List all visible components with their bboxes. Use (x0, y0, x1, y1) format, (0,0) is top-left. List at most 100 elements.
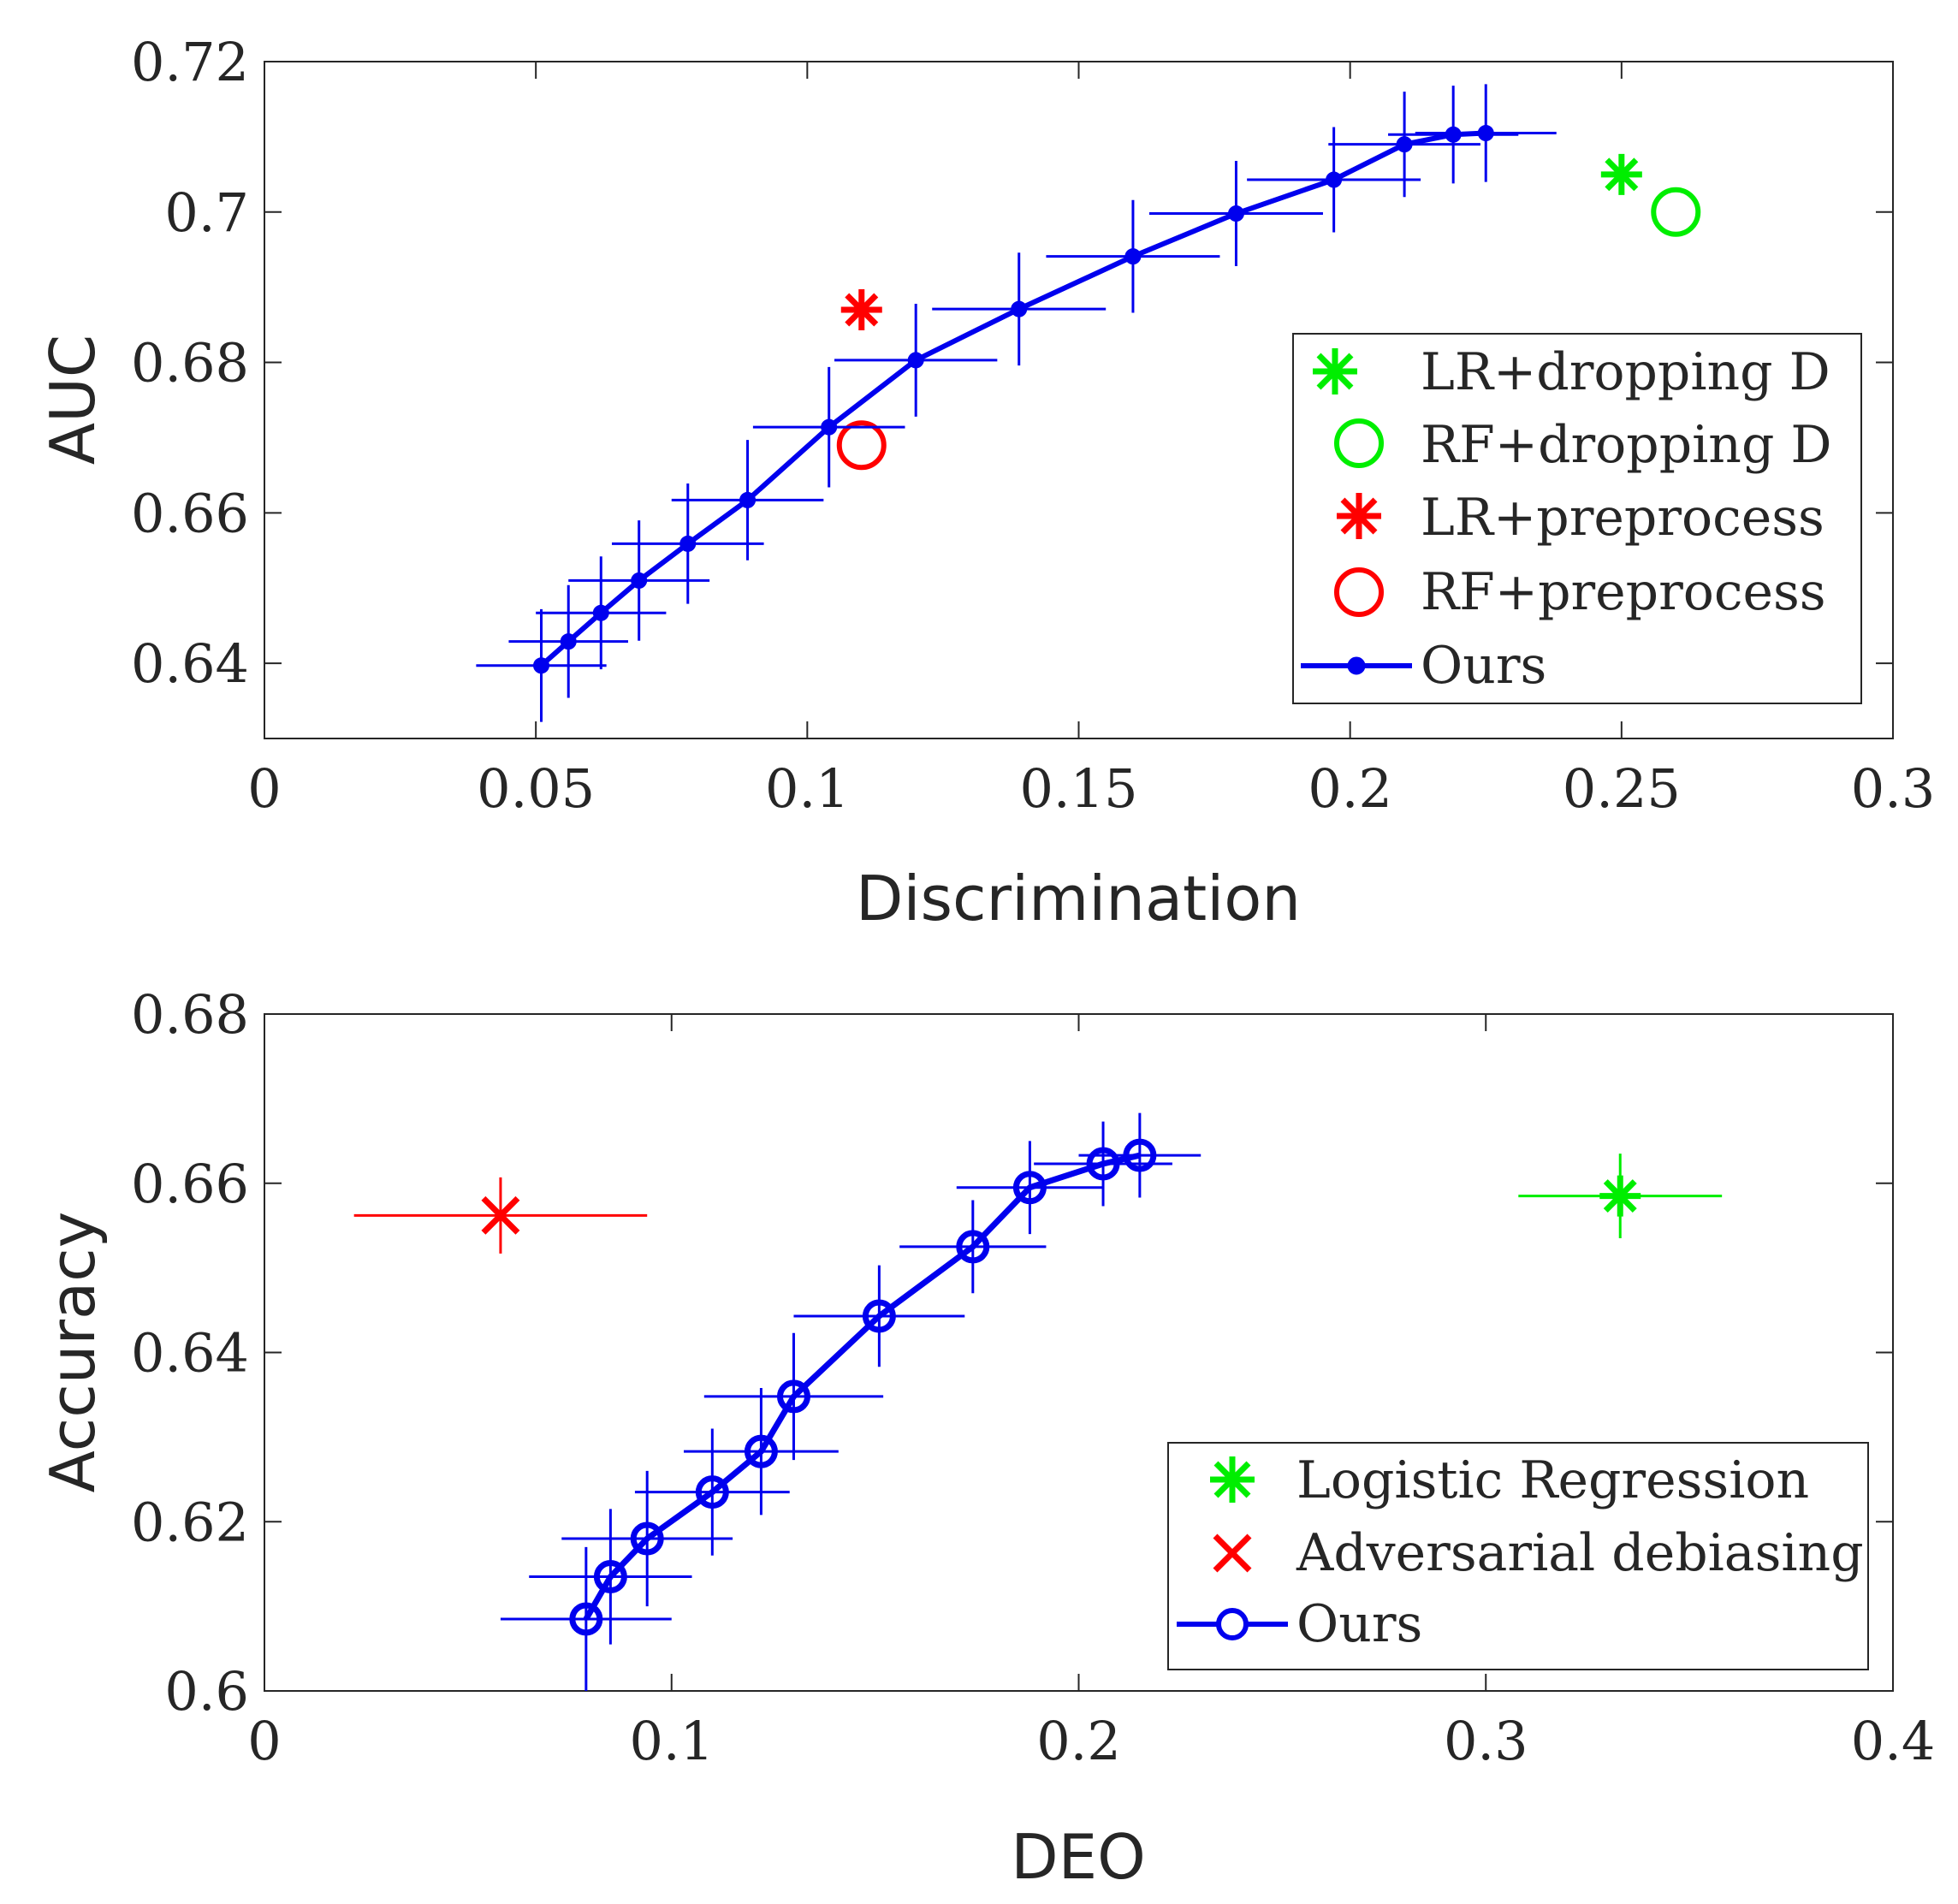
legend: Logistic Regression Adversarial debiasin… (1167, 1442, 1869, 1670)
tick-marks (264, 1013, 1894, 1692)
accuracy-vs-deo-chart: 0 0.1 0.2 0.3 0.4 0.6 0.62 0.64 0.66 0.6… (37, 983, 1935, 1893)
x-tick-label: 0.4 (1851, 1710, 1936, 1772)
red-asterisk-icon (1337, 493, 1381, 539)
asterisk-stroke (1603, 1179, 1637, 1213)
legend-label: RF+dropping D (1421, 415, 1832, 475)
red-cross-icon (1213, 1533, 1252, 1573)
dot-marker (907, 352, 924, 369)
dot-marker (560, 633, 577, 650)
legend: LR+dropping D RF+dropping D LR+preproces… (1292, 333, 1862, 704)
legend-label: Ours (1296, 1594, 1422, 1654)
y-tick-labels: 0.64 0.66 0.68 0.7 0.72 (131, 31, 249, 695)
x-tick-label: 0 (247, 757, 281, 820)
legend-entry-logistic-regression: Logistic Regression (1210, 1450, 1809, 1510)
asterisk-stroke (845, 293, 879, 327)
series-adversarial-debiasing (353, 1177, 648, 1254)
data-marks (476, 84, 1701, 722)
legend-entry-lr-dropping-d: LR+dropping D (1313, 342, 1830, 402)
x-tick-label: 0.25 (1563, 757, 1681, 820)
asterisk-marker (840, 289, 882, 331)
y-tick-label: 0.68 (131, 332, 249, 394)
legend-label: LR+preprocess (1421, 488, 1824, 548)
legend-box (1167, 1442, 1869, 1670)
legend-entry-rf-preprocess: RF+preprocess (1334, 562, 1826, 622)
tick-marks (264, 61, 1894, 738)
dot-marker (821, 418, 838, 436)
x-tick-label: 0.3 (1444, 1710, 1528, 1772)
y-tick-label: 0.64 (131, 632, 249, 695)
green-asterisk-icon (1210, 1456, 1255, 1503)
y-tick-label: 0.62 (131, 1491, 249, 1553)
dot-marker (1011, 300, 1028, 317)
legend-entry-adversarial-debiasing: Adversarial debiasing (1213, 1523, 1864, 1583)
x-tick-label: 0.1 (629, 1710, 714, 1772)
circle-marker (1651, 187, 1701, 237)
dot-marker (1477, 124, 1494, 141)
data-marks (353, 1112, 1723, 1691)
legend-entry-rf-dropping-d: RF+dropping D (1334, 415, 1832, 475)
legend-entry-ours: Ours (1301, 636, 1546, 696)
legend-label: Ours (1421, 636, 1546, 696)
legend-label: Adversarial debiasing (1296, 1523, 1864, 1583)
x-tick-label: 0.3 (1851, 757, 1936, 820)
series-rf-dropping-d (1651, 187, 1701, 237)
y-tick-label: 0.68 (131, 983, 249, 1046)
green-circle-icon (1334, 418, 1384, 468)
x-tick-label: 0.2 (1308, 757, 1392, 820)
blue-circle-icon (1216, 1608, 1249, 1640)
circle-marker (593, 1560, 627, 1594)
legend-label: LR+dropping D (1421, 342, 1830, 402)
circle-marker (630, 1521, 664, 1556)
asterisk-marker (1600, 153, 1642, 195)
asterisk-marker (1599, 1175, 1641, 1217)
dot-marker (739, 491, 756, 508)
dot-marker (1227, 205, 1244, 222)
legend-box (1292, 333, 1862, 704)
y-tick-label: 0.7 (164, 181, 249, 244)
x-tick-labels: 0 0.1 0.2 0.3 0.4 (247, 1710, 1935, 1772)
blue-dot-icon (1347, 656, 1366, 675)
series-lr-dropping-d (1600, 153, 1642, 195)
circle-marker (744, 1434, 778, 1468)
legend-label: RF+preprocess (1421, 562, 1826, 622)
dot-marker (1124, 248, 1142, 265)
x-tick-label: 0.15 (1019, 757, 1137, 820)
circle-marker (776, 1379, 810, 1414)
y-tick-label: 0.66 (131, 1153, 249, 1215)
series-lr-preprocess (840, 289, 882, 331)
x-tick-label: 0.1 (765, 757, 850, 820)
y-axis-label: AUC (37, 335, 109, 465)
y-tick-label: 0.64 (131, 1322, 249, 1385)
x-axis-label: DEO (1011, 1821, 1146, 1893)
circle-marker (1086, 1147, 1120, 1181)
y-axis-label: Accuracy (37, 1212, 109, 1493)
series-rf-preprocess (836, 420, 887, 471)
dot-marker (631, 572, 648, 589)
dot-marker (679, 535, 697, 552)
cross-marker (481, 1195, 520, 1235)
x-axis-label: Discrimination (856, 863, 1301, 934)
legend-label: Logistic Regression (1296, 1450, 1809, 1510)
series-line (583, 1152, 1141, 1621)
legend-entry-ours: Ours (1177, 1594, 1422, 1654)
series-ours (500, 1112, 1202, 1691)
circle-marker (1012, 1171, 1047, 1205)
dot-marker (592, 604, 609, 621)
circle-marker (695, 1475, 729, 1510)
dot-marker (1445, 126, 1462, 143)
series-logistic-regression (1518, 1154, 1723, 1239)
y-tick-labels: 0.6 0.62 0.64 0.66 0.68 (131, 983, 249, 1723)
x-tick-label: 0.05 (477, 757, 595, 820)
circle-marker (1123, 1138, 1157, 1172)
y-tick-label: 0.6 (164, 1660, 249, 1723)
y-tick-label: 0.66 (131, 482, 249, 544)
circle-marker (956, 1230, 990, 1264)
asterisk-stroke (1605, 157, 1639, 192)
circle-marker (862, 1299, 896, 1333)
circle-marker (569, 1602, 603, 1636)
auc-vs-discrimination-chart: 0 0.05 0.1 0.15 0.2 0.25 0.3 0.64 0.66 0… (37, 31, 1935, 934)
dot-marker (1396, 136, 1413, 153)
red-circle-icon (1334, 567, 1384, 617)
x-tick-labels: 0 0.05 0.1 0.15 0.2 0.25 0.3 (247, 757, 1935, 820)
green-asterisk-icon (1313, 348, 1357, 394)
